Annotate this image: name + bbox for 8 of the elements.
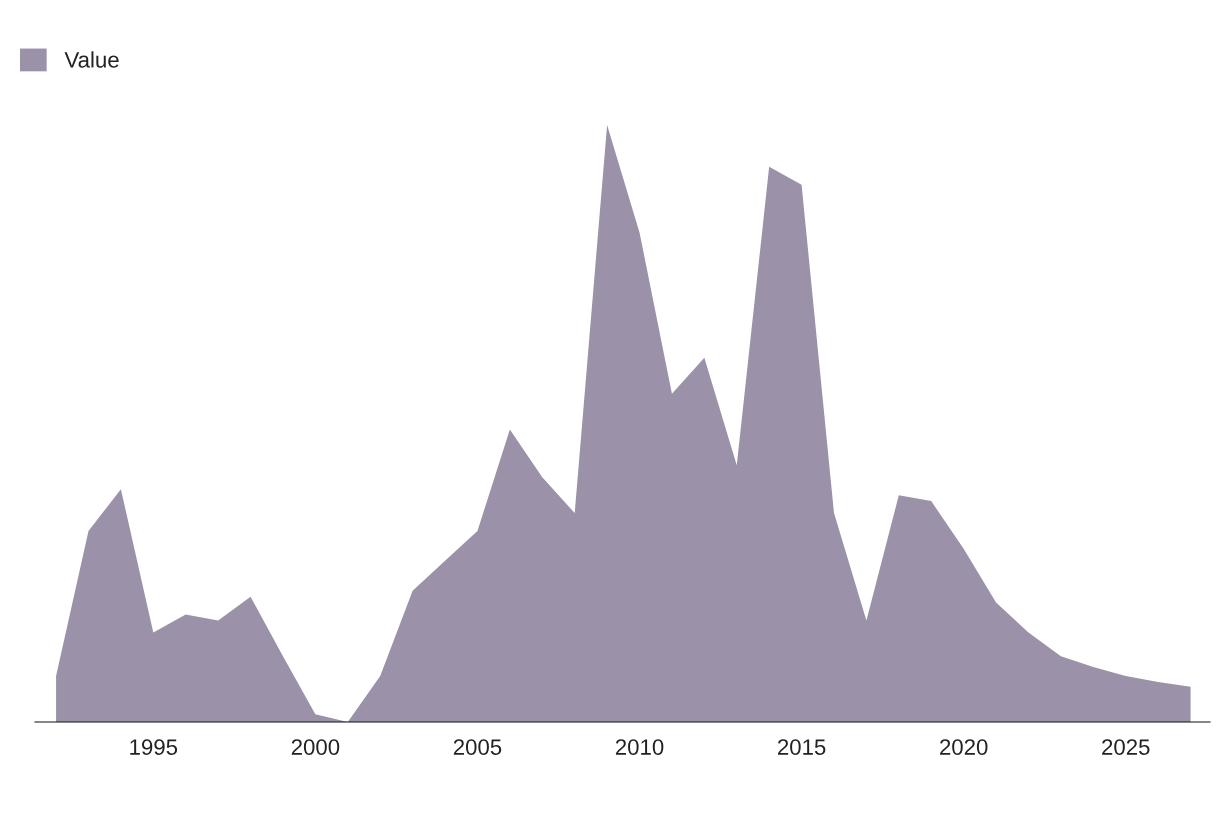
x-tick-label: 2020 xyxy=(940,739,988,755)
x-tick-label: 2005 xyxy=(453,739,502,755)
x-tick-label: 1995 xyxy=(130,739,178,755)
x-tick-label: 2025 xyxy=(1102,739,1150,755)
x-tick-label: 2015 xyxy=(777,739,826,755)
x-tick-label: 2010 xyxy=(615,739,664,755)
x-tick-label: 2000 xyxy=(291,739,340,755)
legend-label: Value xyxy=(64,51,119,68)
